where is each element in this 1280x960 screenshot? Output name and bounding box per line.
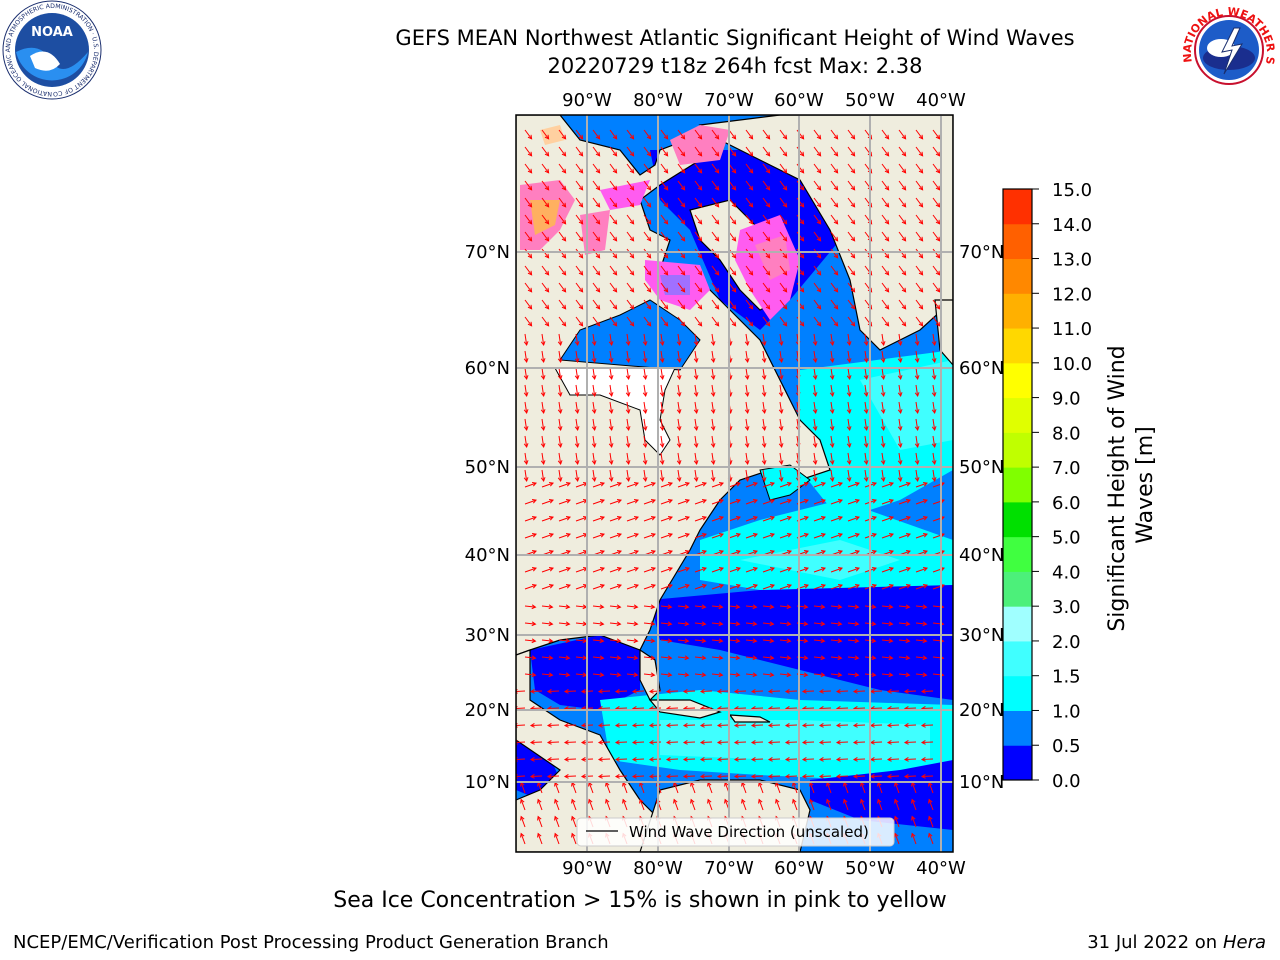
colorbar-tick-label: 1.5 [1052, 667, 1081, 688]
colorbar-tick-label: 14.0 [1052, 215, 1092, 236]
sea-ice-field [520, 125, 800, 320]
colorbar-tick-label: 9.0 [1052, 389, 1081, 410]
lat-label-right: 10°N [959, 772, 1004, 793]
lon-label-top: 40°W [916, 90, 966, 111]
lat-labels-left: 70°N 60°N 50°N 40°N 30°N 20°N 10°N [465, 242, 510, 793]
lat-label-right: 50°N [959, 457, 1004, 478]
lon-label-top: 60°W [774, 90, 824, 111]
colorbar-tick-label: 0.0 [1052, 771, 1081, 792]
colorbar-tick-label: 2.0 [1052, 632, 1081, 653]
lon-labels-top: 90°W 80°W 70°W 60°W 50°W 40°W [562, 90, 966, 111]
lon-label-bottom: 70°W [704, 858, 754, 879]
lon-label-top: 70°W [704, 90, 754, 111]
colorbar-segment [1003, 223, 1032, 260]
chart-title: GEFS MEAN Northwest Atlantic Significant… [395, 26, 1075, 50]
colorbar-segment [1003, 293, 1032, 329]
colorbar-segment [1003, 189, 1032, 225]
lon-label-bottom: 90°W [562, 858, 612, 879]
map-frame [515, 114, 954, 853]
colorbar-segment [1003, 501, 1032, 538]
colorbar-segment [1003, 397, 1032, 433]
colorbar-segment [1003, 467, 1032, 503]
colorbar-segment [1003, 258, 1032, 294]
lat-label-right: 30°N [959, 625, 1004, 646]
colorbar-tick-label: 4.0 [1052, 562, 1081, 583]
lon-label-top: 80°W [633, 90, 683, 111]
lat-label-left: 40°N [465, 545, 510, 566]
colorbar-segment [1003, 328, 1032, 364]
colorbar-segment [1003, 675, 1032, 711]
colorbar-title-line1: Significant Height of Wind [1105, 345, 1130, 631]
lat-label-left: 60°N [465, 358, 510, 379]
lat-label-left: 20°N [465, 700, 510, 721]
colorbar-tick-label: 5.0 [1052, 528, 1081, 549]
lat-label-left: 70°N [465, 242, 510, 263]
colorbar-segment [1003, 745, 1032, 781]
lat-label-right: 20°N [959, 700, 1004, 721]
noaa-name: NOAA [31, 25, 73, 40]
run-date: 31 Jul 2022 on Hera [1087, 932, 1266, 953]
colorbar-tick-label: 11.0 [1052, 319, 1092, 340]
map-legend: Wind Wave Direction (unscaled) [576, 817, 895, 847]
colorbar-segment [1003, 362, 1032, 399]
lon-label-top: 50°W [845, 90, 895, 111]
machine-name: Hera [1222, 932, 1266, 953]
colorbar-segment [1003, 640, 1032, 677]
colorbar-title-line2: Waves [m] [1133, 426, 1158, 543]
lat-label-left: 50°N [465, 457, 510, 478]
lat-label-right: 70°N [959, 242, 1004, 263]
colorbar-segment [1003, 432, 1032, 468]
colorbar-tick-label: 12.0 [1052, 284, 1092, 305]
legend-label: Wind Wave Direction (unscaled) [629, 823, 869, 841]
noaa-logo: NATIONAL OCEANIC AND ATMOSPHERIC ADMINIS… [0, 0, 102, 100]
sea-ice-note: Sea Ice Concentration > 15% is shown in … [333, 888, 947, 913]
lon-label-bottom: 60°W [774, 858, 824, 879]
colorbar-tick-label: 6.0 [1052, 493, 1081, 514]
colorbar-tick-label: 7.0 [1052, 458, 1081, 479]
lon-label-bottom: 50°W [845, 858, 895, 879]
colorbar-tick-label: 10.0 [1052, 354, 1092, 375]
colorbar-segment [1003, 571, 1032, 607]
colorbar-segment [1003, 536, 1032, 572]
lat-label-left: 10°N [465, 772, 510, 793]
colorbar-title: Significant Height of Wind Waves [m] [1105, 338, 1158, 631]
colorbar-tick-label: 8.0 [1052, 423, 1081, 444]
colorbar-tick-label: 1.0 [1052, 701, 1081, 722]
lat-label-right: 40°N [959, 545, 1004, 566]
colorbar: 15.0 14.0 13.0 12.0 11.0 10.0 9.0 8.0 7.0 6.0 5.0 4… [1002, 180, 1158, 792]
lat-label-left: 30°N [465, 625, 510, 646]
lat-label-right: 60°N [959, 358, 1004, 379]
lon-label-bottom: 40°W [916, 858, 966, 879]
colorbar-tick-label: 3.0 [1052, 597, 1081, 618]
colorbar-tick-label: 13.0 [1052, 250, 1092, 271]
wind-wave-arrows [516, 129, 945, 845]
graticule [516, 115, 953, 852]
colorbar-tick-label: 0.5 [1052, 736, 1081, 757]
colorbar-segment [1003, 606, 1032, 642]
lon-labels-bottom: 90°W 80°W 70°W 60°W 50°W 40°W [562, 858, 966, 879]
chart-subtitle: 20220729 t18z 264h fcst Max: 2.38 [547, 54, 923, 78]
lon-label-bottom: 80°W [633, 858, 683, 879]
nws-logo: NATIONAL WEATHER SERVICE [1178, 0, 1277, 98]
lon-label-top: 90°W [562, 90, 612, 111]
colorbar-segment [1003, 710, 1032, 746]
map-panel [516, 115, 953, 852]
credit-text: NCEP/EMC/Verification Post Processing Pr… [13, 932, 609, 953]
lat-labels-right: 70°N 60°N 50°N 40°N 30°N 20°N 10°N [959, 242, 1004, 793]
run-date-text: 31 Jul 2022 on [1087, 932, 1218, 953]
colorbar-tick-label: 15.0 [1052, 180, 1092, 201]
